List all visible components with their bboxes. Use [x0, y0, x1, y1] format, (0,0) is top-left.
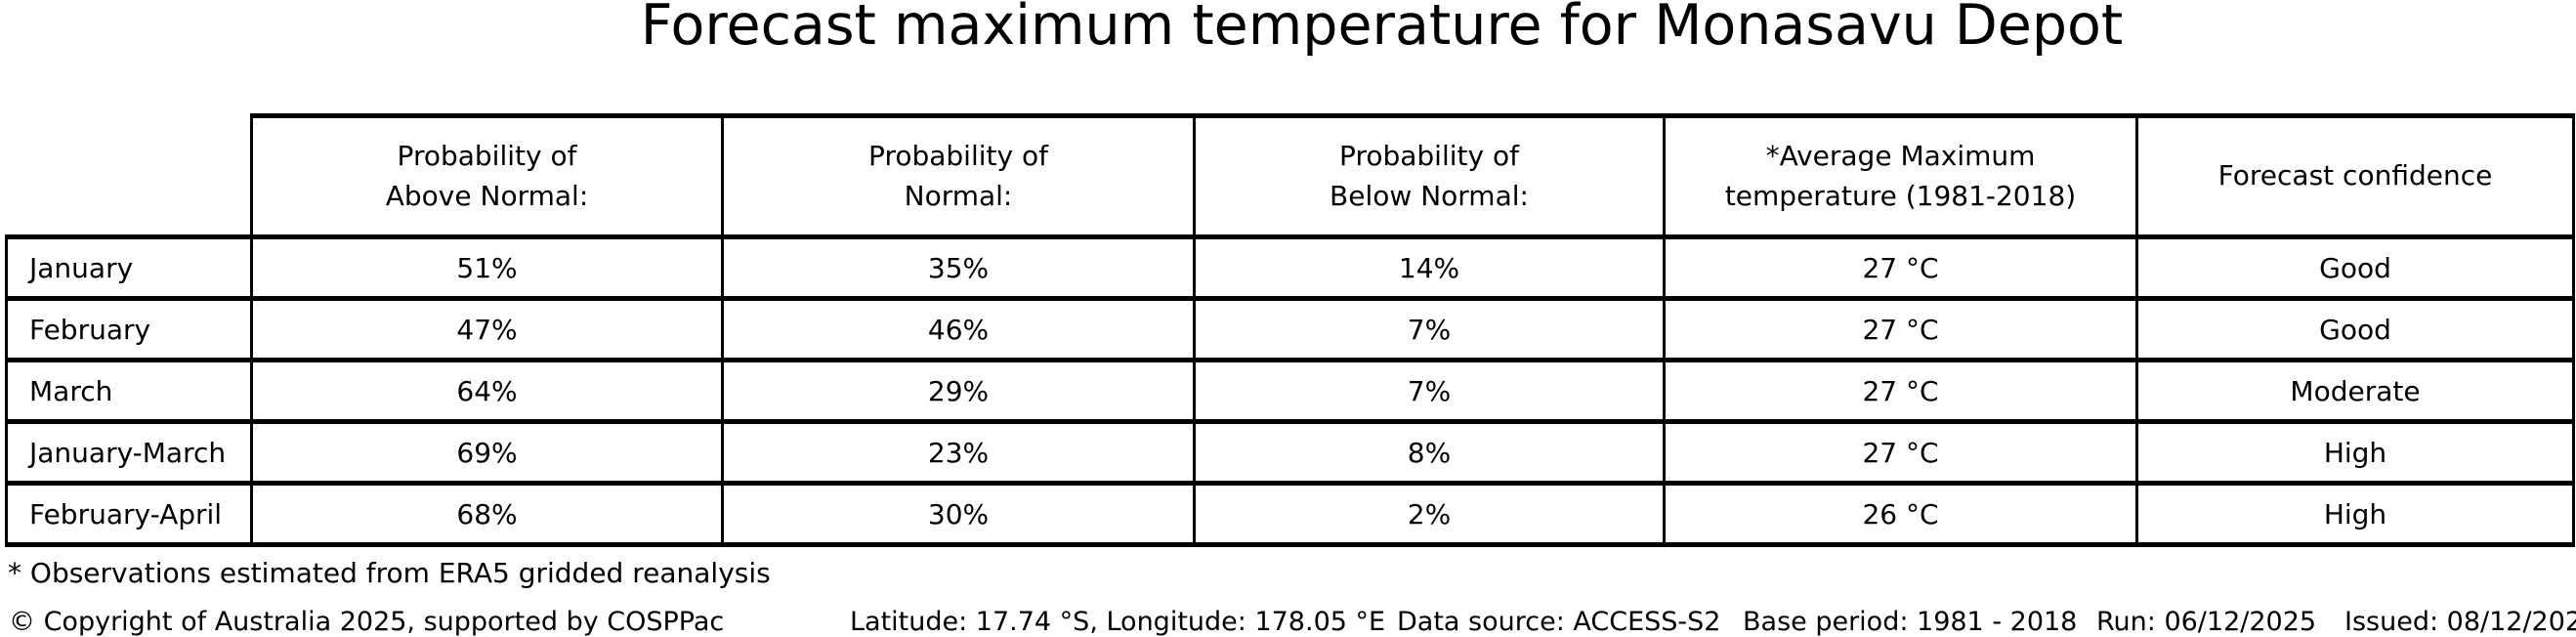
copyright-text: © Copyright of Australia 2025, supported…: [9, 607, 725, 637]
cell-avg-max-temp: 27 °C: [1663, 296, 2138, 362]
row-label: March: [5, 358, 253, 424]
row-label: January: [5, 234, 253, 301]
cell-below-normal: 8%: [1193, 419, 1666, 486]
cell-avg-max-temp: 26 °C: [1663, 481, 2138, 547]
row-label: January-March: [5, 419, 253, 486]
corner-cell: [7, 116, 252, 237]
cell-above-normal: 51%: [250, 234, 724, 301]
cell-avg-max-temp: 27 °C: [1663, 419, 2138, 486]
cell-confidence: Moderate: [2135, 358, 2575, 424]
cell-above-normal: 68%: [250, 481, 724, 547]
cell-avg-max-temp: 27 °C: [1663, 358, 2138, 424]
table-row-january-march: January-March 69% 23% 8% 27 °C High: [5, 419, 2575, 486]
data-source-text: Data source: ACCESS-S2: [1397, 607, 1721, 637]
row-label: February-April: [5, 481, 253, 547]
cell-normal: 46%: [721, 296, 1196, 362]
header-row: Probability of Above Normal: Probability…: [7, 113, 2575, 239]
cell-avg-max-temp: 27 °C: [1663, 234, 2138, 301]
cell-below-normal: 2%: [1193, 481, 1666, 547]
col-header-below-normal: Probability of Below Normal:: [1193, 113, 1666, 239]
cell-confidence: High: [2135, 419, 2575, 486]
base-period-text: Base period: 1981 - 2018: [1743, 607, 2078, 637]
cell-normal: 23%: [721, 419, 1196, 486]
issued-date-text: Issued: 08/12/2025: [2344, 607, 2576, 637]
cell-confidence: Good: [2135, 296, 2575, 362]
col-header-above-normal: Probability of Above Normal:: [250, 113, 724, 239]
cell-confidence: High: [2135, 481, 2575, 547]
table-row-february-april: February-April 68% 30% 2% 26 °C High: [5, 481, 2575, 547]
cell-normal: 29%: [721, 358, 1196, 424]
location-text: Latitude: 17.74 °S, Longitude: 178.05 °E: [850, 607, 1386, 637]
cell-above-normal: 47%: [250, 296, 724, 362]
cell-confidence: Good: [2135, 234, 2575, 301]
forecast-table: Probability of Above Normal: Probability…: [5, 113, 2575, 547]
table-row-january: January 51% 35% 14% 27 °C Good: [5, 234, 2575, 301]
cell-below-normal: 14%: [1193, 234, 1666, 301]
cell-below-normal: 7%: [1193, 358, 1666, 424]
cell-normal: 35%: [721, 234, 1196, 301]
col-header-forecast-confidence: Forecast confidence: [2135, 113, 2575, 239]
col-header-avg-max-temp: *Average Maximum temperature (1981-2018): [1663, 113, 2138, 239]
col-header-normal: Probability of Normal:: [721, 113, 1196, 239]
row-label: February: [5, 296, 253, 362]
page-title: Forecast maximum temperature for Monasav…: [640, 0, 2124, 58]
cell-below-normal: 7%: [1193, 296, 1666, 362]
run-date-text: Run: 06/12/2025: [2096, 607, 2317, 637]
cell-normal: 30%: [721, 481, 1196, 547]
footnote-text: * Observations estimated from ERA5 gridd…: [8, 557, 771, 589]
cell-above-normal: 69%: [250, 419, 724, 486]
table-row-february: February 47% 46% 7% 27 °C Good: [5, 296, 2575, 362]
cell-above-normal: 64%: [250, 358, 724, 424]
table-row-march: March 64% 29% 7% 27 °C Moderate: [5, 358, 2575, 424]
